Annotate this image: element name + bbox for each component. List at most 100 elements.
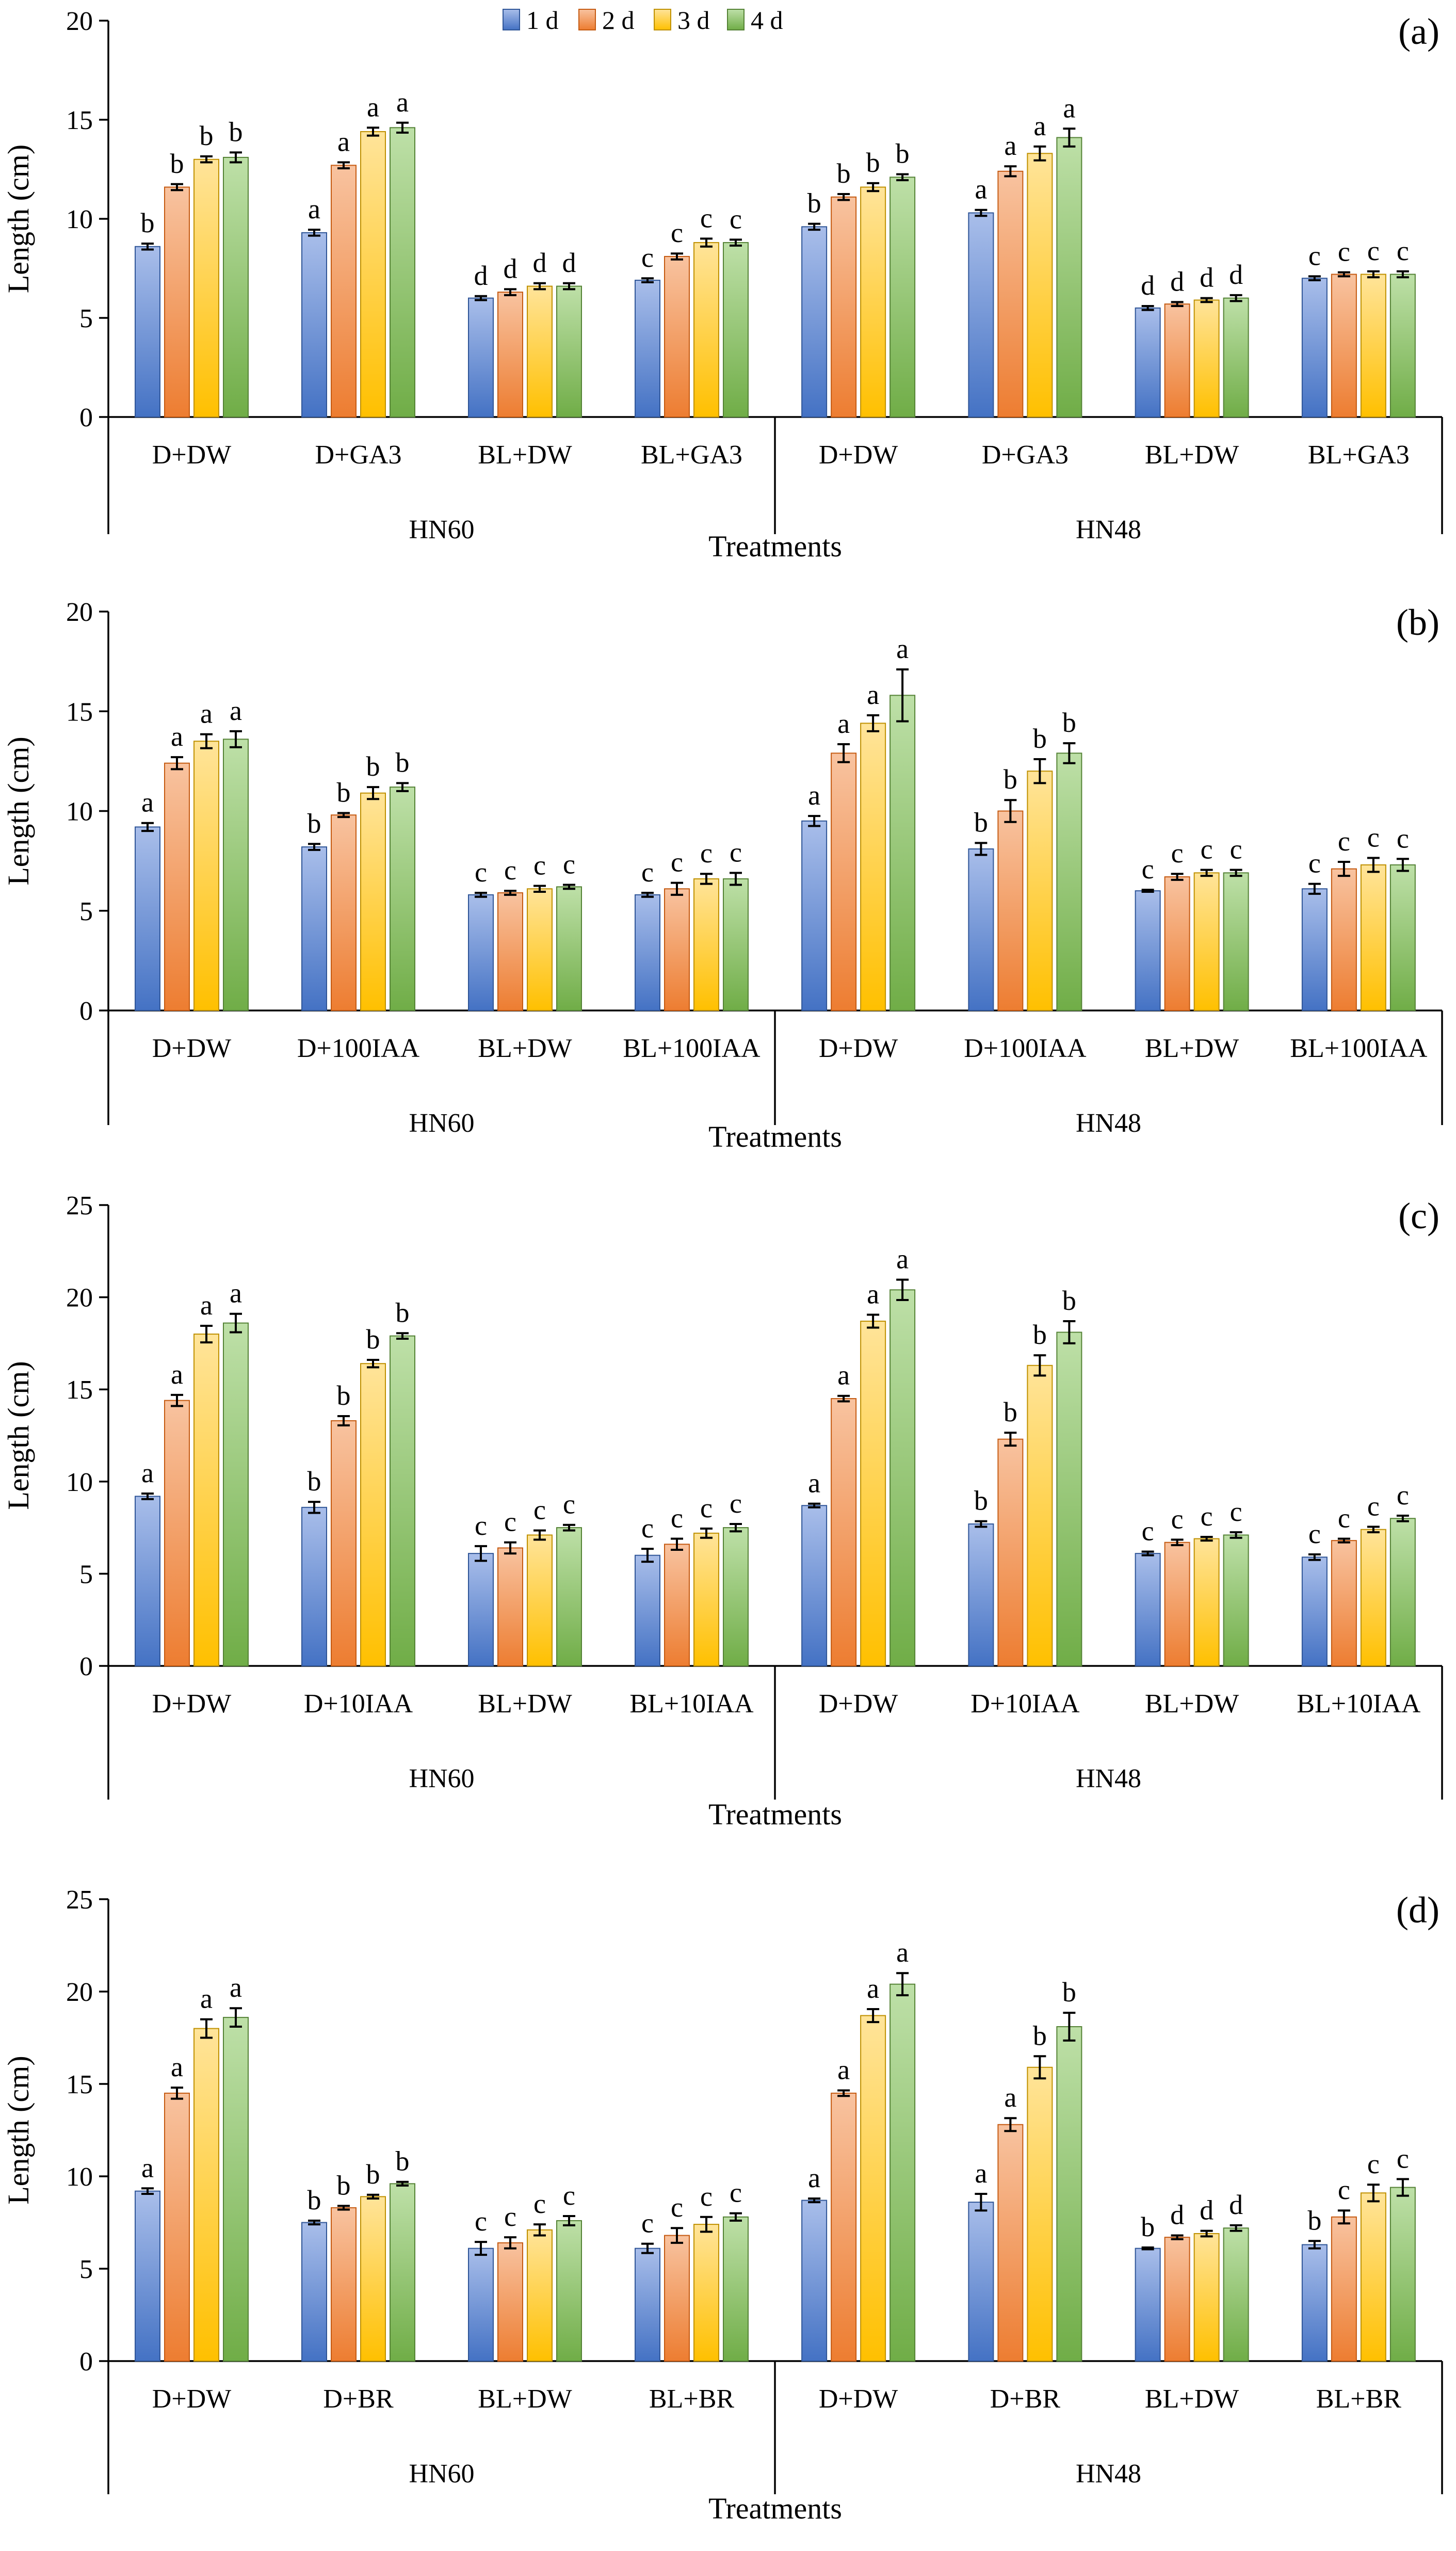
bar [889,177,916,418]
bar [860,186,886,418]
bar [164,186,190,418]
y-axis-title: Length (cm) [2,2056,35,2204]
significance-letter: a [171,2051,183,2082]
category-label: BL+DW [478,440,572,470]
bar [664,2235,690,2362]
legend: 1 d 2 d 3 d 4 d [503,6,783,35]
significance-letter: c [700,838,713,869]
bar [1331,868,1357,1011]
significance-letter: a [837,1360,850,1391]
category-label: BL+DW [1145,1034,1239,1063]
category-label: D+GA3 [315,440,402,470]
bar [390,1335,415,1667]
significance-letter: d [1200,262,1214,293]
y-tick-label: 15 [66,697,93,727]
y-tick-label: 15 [66,2070,93,2099]
significance-letter: c [1397,1480,1409,1511]
bar [664,1544,690,1667]
bar [527,2229,553,2362]
significance-letter: d [1229,259,1243,290]
bar [831,196,857,418]
significance-letter: c [641,242,654,273]
x-axis-title: Treatments [708,1798,842,1831]
significance-letter: b [366,1324,380,1355]
legend-entry-1d: 1 d [503,6,559,35]
category-label: D+BR [323,2384,394,2414]
significance-letter: c [533,2188,546,2219]
significance-letter: c [1201,1501,1213,1532]
bar [997,170,1024,418]
bar [1135,307,1161,418]
bar [223,156,249,418]
significance-letter: a [141,2152,154,2183]
y-tick-label: 0 [79,997,93,1026]
bar [223,2017,249,2362]
significance-letter: c [504,855,516,886]
bar [860,2015,886,2362]
bar [801,820,828,1011]
group-label: HN48 [1076,2459,1141,2489]
significance-letter: c [671,217,683,248]
significance-letter: a [975,174,987,205]
bar [1360,274,1386,418]
bar [301,846,327,1011]
bar [331,165,357,418]
significance-letter: c [1397,235,1409,266]
category-label: D+DW [819,1689,898,1719]
bar [860,1321,886,1666]
category-label: BL+DW [478,1034,572,1063]
significance-letter: c [1367,235,1380,266]
significance-letter: a [867,1973,879,2004]
significance-letter: b [366,751,380,782]
significance-letter: b [1062,1285,1076,1316]
bar [693,878,719,1012]
legend-entry-2d: 2 d [578,6,635,35]
significance-letter: b [396,747,410,778]
category-label: D+100IAA [964,1034,1087,1063]
category-label: BL+GA3 [1308,440,1410,470]
bar [135,246,160,418]
bar [193,158,219,418]
significance-letter: c [671,2192,683,2223]
category-label: BL+DW [478,2384,572,2414]
significance-letter: c [1367,822,1380,853]
significance-letter: c [671,847,683,878]
significance-letter: a [837,708,850,739]
category-label: D+DW [819,2384,898,2414]
significance-letter: d [504,253,517,284]
y-tick-label: 15 [66,1375,93,1405]
bar [968,2202,994,2362]
bar [635,894,660,1011]
significance-letter: c [1171,838,1184,869]
bar [360,792,386,1011]
bar [723,242,749,418]
significance-letter: a [367,91,379,122]
bar [301,1506,327,1667]
bar [390,127,415,418]
y-tick-label: 5 [79,304,93,333]
bar [1164,876,1190,1012]
bar [390,787,415,1011]
significance-letter: c [700,202,713,233]
bar [664,255,690,418]
bar [1360,1529,1386,1667]
category-label: BL+10IAA [1297,1689,1421,1719]
y-tick-label: 20 [66,7,93,36]
significance-letter: c [475,2206,487,2237]
bar [889,1983,916,2362]
panel-c: 0 5 10 15 20 25 Length (cm) (c) D+DW D+10IAA BL+DW… [2,1191,1443,1831]
legend-entry-3d: 3 d [654,6,710,35]
significance-letter: c [700,1493,713,1523]
group-label: HN48 [1076,515,1141,544]
bar [860,723,886,1011]
bar [497,2242,523,2362]
significance-letter: b [837,158,851,189]
y-tick-label: 15 [66,106,93,135]
panel-a: 0 5 10 15 20 Length (cm) (a) D+DW D+GA3 BL+DW BL+G… [2,7,1443,563]
significance-letter: a [141,1457,154,1488]
panel-b: 0 5 10 15 20 Length (cm) (b) D+DW D+100IAA BL+DW B… [2,598,1443,1153]
legend-label-3d: 3 d [677,6,710,35]
significance-letter: d [562,247,576,278]
bar [164,2092,190,2362]
panel-tag: (c) [1398,1195,1439,1237]
